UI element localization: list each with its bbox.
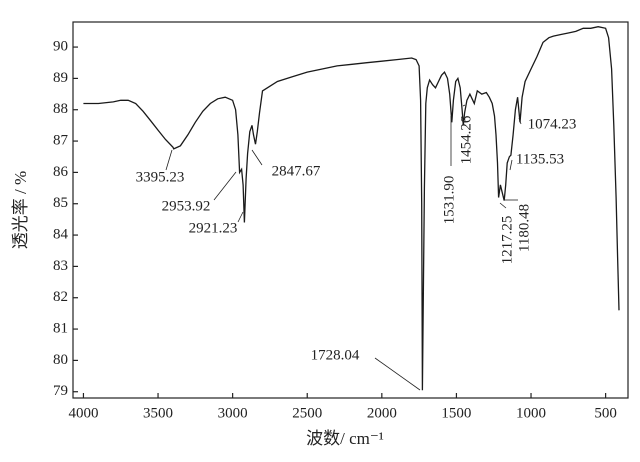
peak-annotation: 2953.92	[162, 198, 211, 214]
x-tick-label: 1500	[441, 405, 471, 421]
annotation-leader	[518, 117, 522, 125]
peak-annotation: 1531.90	[441, 176, 457, 225]
y-tick-label: 82	[53, 289, 68, 305]
y-tick-label: 89	[53, 70, 68, 86]
plot-frame	[72, 21, 629, 399]
annotation-leader	[462, 104, 466, 107]
y-axis-label: 透光率 / %	[11, 171, 30, 249]
peak-annotation: 2847.67	[272, 163, 321, 179]
y-tick-label: 90	[53, 39, 68, 55]
y-tick-label: 87	[53, 133, 69, 149]
x-tick-label: 3500	[143, 405, 173, 421]
x-tick-label: 500	[594, 405, 617, 421]
y-tick-label: 86	[53, 164, 69, 180]
annotation-leader	[251, 149, 263, 166]
annotation-leader	[509, 159, 513, 171]
annotation-leader	[165, 149, 173, 171]
peak-annotation: 1454.26	[458, 115, 474, 164]
x-tick-label: 2000	[367, 405, 397, 421]
peak-annotation: 3395.23	[136, 169, 185, 185]
x-tick-label: 2500	[292, 405, 322, 421]
y-tick-label: 84	[53, 227, 69, 243]
y-tick-label: 79	[53, 383, 68, 399]
peak-annotation: 1217.25	[499, 216, 515, 265]
annotation-leader	[499, 202, 507, 209]
y-tick-label: 80	[53, 352, 68, 368]
peak-annotation: 1180.48	[516, 204, 532, 252]
x-tick-label: 3000	[218, 405, 248, 421]
y-tick-label: 83	[53, 258, 68, 274]
y-tick-label: 88	[53, 101, 68, 117]
y-tick-label: 81	[53, 321, 68, 337]
y-tick-label: 85	[53, 195, 68, 211]
peak-annotation: 1074.23	[528, 116, 577, 132]
peak-annotation: 1135.53	[516, 151, 564, 167]
x-tick-label: 1000	[516, 405, 546, 421]
annotation-leader	[237, 211, 244, 223]
spectrum-line	[83, 26, 620, 391]
peak-annotation: 1728.04	[311, 347, 360, 363]
x-tick-label: 4000	[68, 405, 98, 421]
annotation-leader	[213, 171, 237, 201]
x-axis-label: 波数/ cm⁻¹	[306, 429, 384, 448]
peak-annotation: 2921.23	[189, 220, 238, 236]
annotation-leader	[374, 357, 421, 391]
